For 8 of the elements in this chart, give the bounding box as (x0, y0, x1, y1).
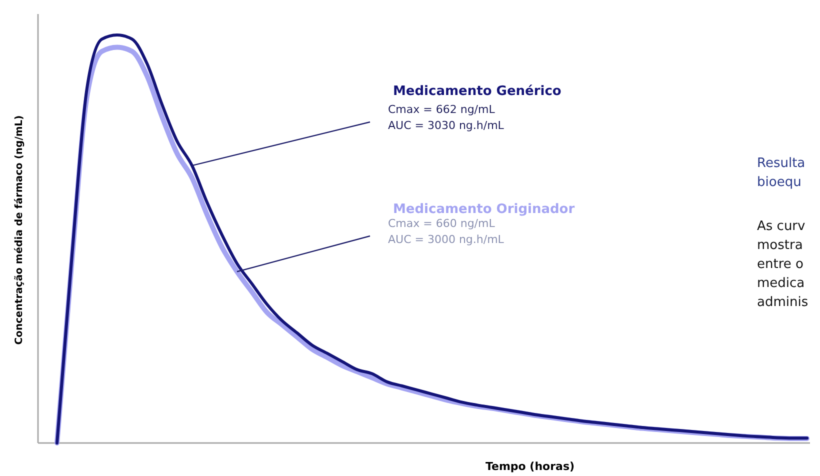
annotation: Cmax = 662 ng/mL AUC = 3030 ng.h/mL (388, 103, 505, 132)
annotation: As curv mostra entre o medica adminis (757, 219, 808, 310)
text: Medicamento Genérico (393, 84, 562, 99)
y-axis-title: Concentração média de fármaco (ng/mL) (14, 115, 25, 345)
annotation: Resulta bioequ (757, 156, 806, 190)
text: Medicamento Originador (393, 202, 576, 217)
x-axis-title: Tempo (horas) (485, 460, 575, 473)
annotation: Cmax = 660 ng/mL AUC = 3000 ng.h/mL (388, 217, 505, 246)
